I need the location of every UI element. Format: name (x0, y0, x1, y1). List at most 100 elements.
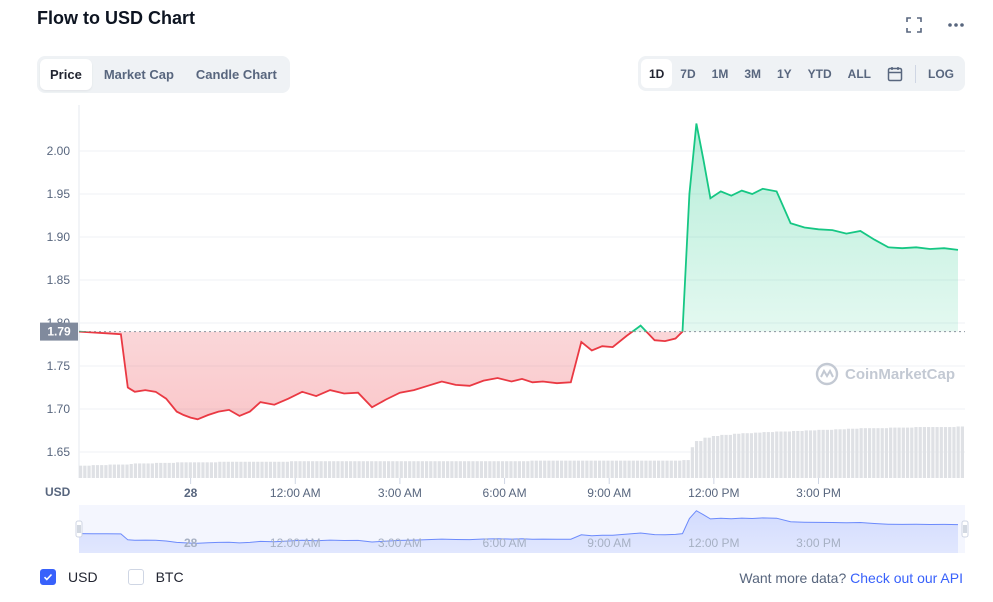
volume-bar (568, 460, 572, 478)
navigator-area (79, 510, 958, 553)
volume-bar (192, 462, 197, 478)
btc-checkbox[interactable] (127, 569, 144, 585)
volume-bar (728, 434, 732, 478)
tab-price[interactable]: Price (40, 59, 92, 90)
volume-bar (500, 461, 505, 478)
calendar-icon[interactable] (879, 59, 911, 88)
volume-bar (530, 460, 534, 478)
volume-bar (876, 428, 880, 478)
range-1y-button[interactable]: 1Y (776, 66, 792, 81)
volume-bar (703, 437, 707, 478)
navigator-tick-label: 12:00 PM (688, 536, 739, 550)
volume-bar (817, 429, 821, 478)
volume-bar (745, 433, 749, 478)
volume-bar (669, 460, 673, 478)
chart-actions (903, 14, 967, 36)
volume-bar (884, 428, 889, 478)
volume-bar (547, 460, 551, 478)
volume-bar (792, 430, 796, 478)
volume-bar (374, 461, 378, 478)
volume-bar (277, 461, 281, 478)
volume-bar (294, 461, 298, 478)
volume-bar (526, 461, 530, 478)
range-ytd-button[interactable]: YTD (807, 66, 832, 81)
navigator-tick-label: 6:00 AM (483, 536, 527, 550)
navigator-handle-right[interactable] (961, 520, 969, 538)
volume-bar (188, 462, 192, 478)
range-divider (915, 64, 916, 83)
volume-bar (446, 461, 450, 478)
volume-bar (851, 428, 855, 478)
volume-bar (230, 461, 235, 478)
volume-bar (644, 460, 648, 478)
range-1m-button[interactable]: 1M (711, 66, 729, 81)
volume-bar (100, 465, 104, 478)
y-tick-label: 2.00 (47, 144, 71, 158)
volume-bar (471, 461, 475, 478)
volume-bar (462, 461, 467, 478)
volume-bar (593, 460, 597, 478)
range-1d-button[interactable]: 1D (640, 59, 673, 88)
volume-bar (610, 460, 614, 478)
volume-bar (222, 461, 226, 478)
volume-bar (429, 461, 433, 478)
volume-bar (522, 461, 526, 478)
tab-market-cap[interactable]: Market Cap (103, 67, 174, 82)
baseline-label: 1.79 (47, 325, 71, 339)
api-link[interactable]: Check out our API (850, 570, 963, 586)
volume-bar (458, 461, 462, 478)
y-tick-label: 1.90 (47, 230, 71, 244)
volume-bar (863, 428, 867, 478)
volume-bar (378, 461, 382, 478)
volume-bar (690, 447, 694, 478)
volume-bar (943, 427, 948, 478)
tab-candle-chart[interactable]: Candle Chart (195, 67, 277, 82)
volume-bar (770, 432, 775, 478)
volume-bar (95, 465, 100, 478)
volume-bar (433, 461, 437, 478)
volume-bar (142, 463, 146, 478)
y-tick-label: 1.65 (47, 445, 71, 459)
usd-checkbox[interactable] (40, 569, 56, 585)
navigator-handle-left[interactable] (75, 520, 83, 538)
volume-bar (834, 429, 838, 478)
btc-toggle[interactable]: BTC (127, 569, 184, 585)
volume-bar (732, 433, 737, 478)
volume-bar (694, 441, 699, 478)
volume-bar (386, 461, 391, 478)
volume-bar (492, 461, 496, 478)
volume-bar (256, 461, 260, 478)
volume-bar (125, 464, 129, 478)
volume-bar (931, 427, 935, 478)
usd-label: USD (68, 569, 98, 585)
check-icon (43, 573, 53, 581)
volume-bar (678, 460, 682, 478)
volume-bar (741, 433, 745, 478)
volume-bar (602, 460, 606, 478)
time-range-selector: 1D 7D 1M 3M 1Y YTD ALL LOG (637, 56, 965, 91)
volume-bar (91, 465, 95, 478)
volume-bar (581, 460, 585, 478)
fullscreen-icon[interactable] (903, 14, 925, 36)
volume-bar (412, 461, 416, 478)
volume-bar (306, 461, 311, 478)
usd-toggle[interactable]: USD (40, 569, 98, 585)
volume-bar (116, 464, 121, 478)
range-all-button[interactable]: ALL (847, 66, 871, 81)
range-3m-button[interactable]: 3M (744, 66, 761, 81)
x-tick-label: 12:00 PM (688, 486, 739, 500)
volume-bar (796, 430, 800, 478)
volume-bar (235, 461, 239, 478)
volume-bar (559, 460, 564, 478)
volume-bar (551, 460, 555, 478)
volume-bar (572, 460, 576, 478)
range-7d-button[interactable]: 7D (680, 66, 696, 81)
volume-bar (332, 461, 336, 478)
volume-bar (129, 464, 133, 478)
more-icon[interactable] (945, 14, 967, 36)
volume-bar (952, 427, 956, 478)
volume-bar (218, 461, 222, 478)
volume-bar (648, 460, 652, 478)
log-scale-button[interactable]: LOG (928, 66, 954, 81)
